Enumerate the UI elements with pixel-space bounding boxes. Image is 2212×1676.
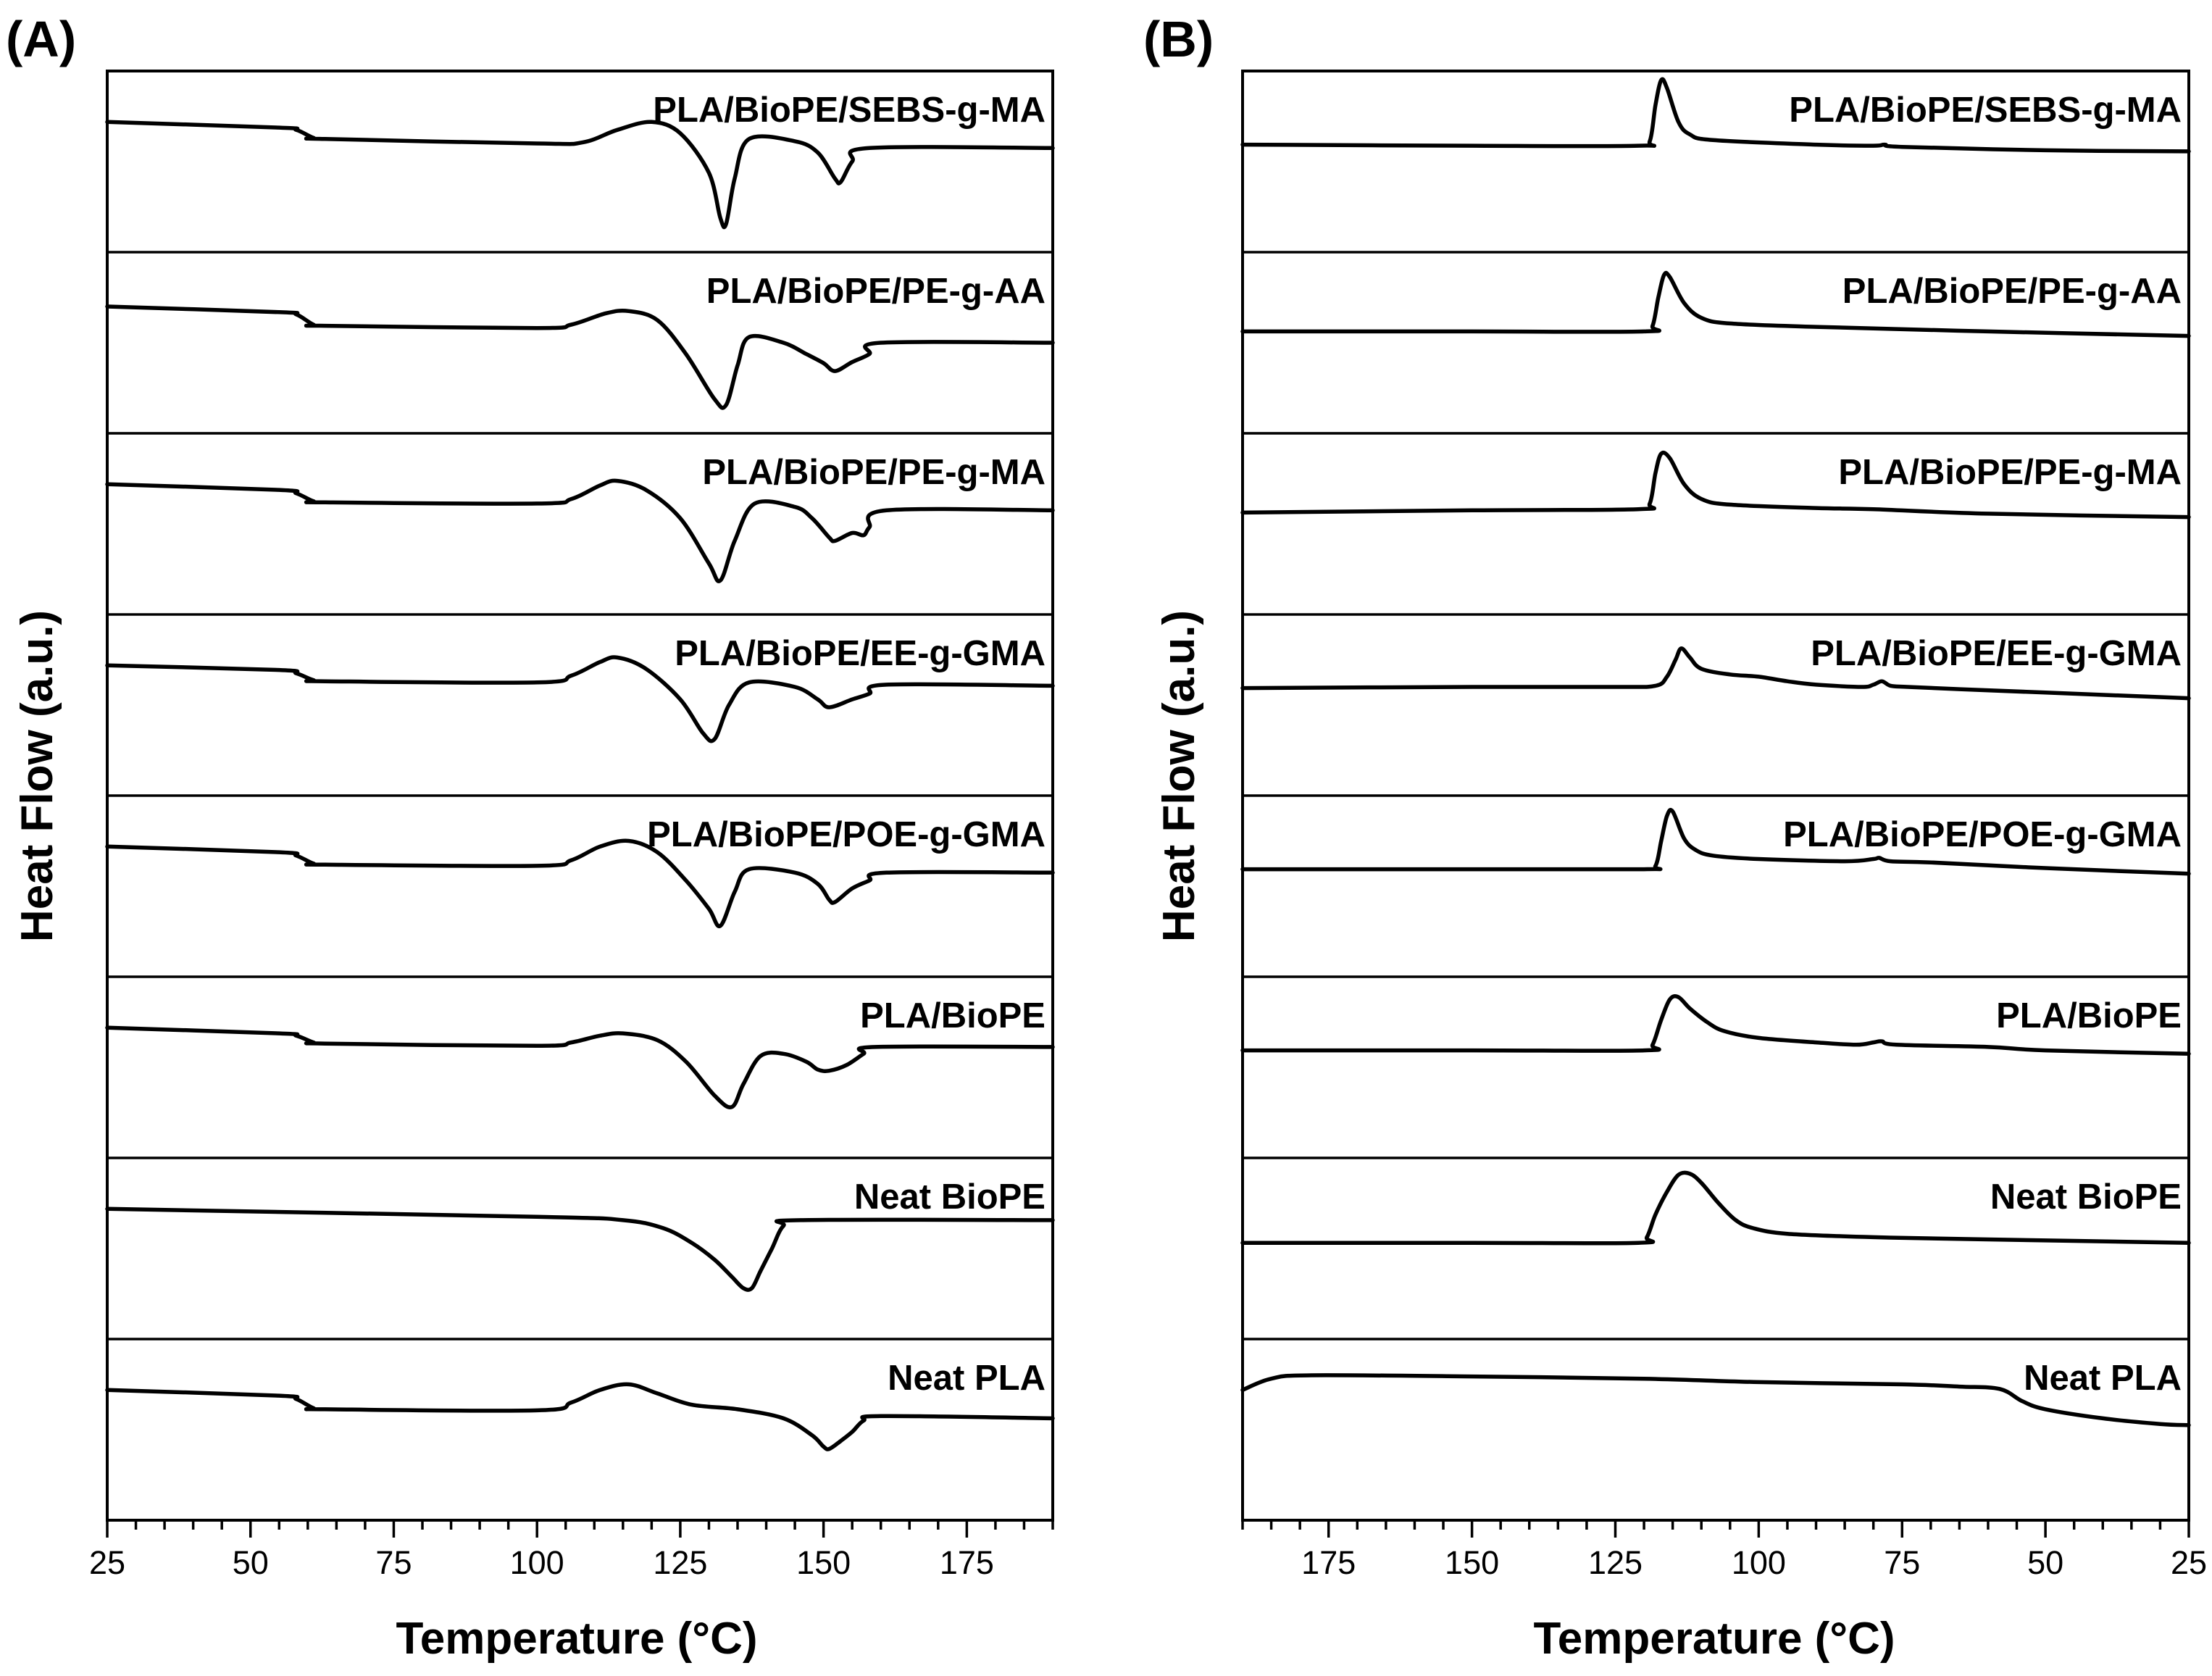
- panel-b-y-axis-title: Heat Flow (a.u.): [1154, 610, 1204, 942]
- panel-b-x-tick-label: 125: [1588, 1544, 1643, 1581]
- panel-a-dividers: [107, 251, 1053, 1341]
- panel-a-curve-pla-biope-pe-g-aa: [105, 304, 1055, 410]
- panel-a-frame: [106, 70, 1054, 1522]
- panel-b-tag: (B): [1143, 11, 1214, 67]
- panel-a-series-label: PLA/BioPE/PE-g-AA: [706, 272, 1046, 311]
- panel-b-series-label: Neat BioPE: [1990, 1177, 2182, 1217]
- panel-a-curve-pla-biope-ee-g-gma: [105, 655, 1055, 743]
- panel-b-x-tick-label: 175: [1301, 1544, 1356, 1581]
- panel-a-x-tick-label: 150: [796, 1544, 851, 1581]
- panel-b-curve-pla-biope-sebs-g-ma: [1240, 77, 2191, 154]
- panel-b-x-tick-label: 50: [2027, 1544, 2063, 1581]
- panel-a-curve-pla-biope-sebs-g-ma: [105, 120, 1055, 230]
- panel-b-cooling-curves: (B) Temperature (°C) Heat Flow (a.u.) 17…: [1143, 11, 2207, 1664]
- panel-a-x-ticks: 25 50 75 100 125 150 175: [89, 1520, 1054, 1581]
- panel-a-series-label: PLA/BioPE/PE-g-MA: [702, 453, 1046, 492]
- panel-a-curve-neat-pla: [105, 1382, 1055, 1451]
- panel-b-series-label: PLA/BioPE/PE-g-AA: [1842, 272, 2182, 311]
- panel-a-heating-curves: (A) Temperature (°C) Heat Flow (a.u.) 25…: [6, 11, 1055, 1664]
- panel-a-series-label: Neat PLA: [888, 1359, 1046, 1398]
- panel-a-series-label: Neat BioPE: [854, 1177, 1046, 1217]
- panel-b-dividers: [1243, 251, 2189, 1341]
- panel-a-curve-pla-biope-poe-g-gma: [105, 838, 1055, 928]
- panel-a-curves: [105, 120, 1055, 1451]
- panel-b-series-label: PLA/BioPE/SEBS-g-MA: [1789, 91, 2182, 130]
- panel-b-series-label: PLA/BioPE/EE-g-GMA: [1811, 634, 2182, 673]
- panel-a-tag: (A): [6, 11, 76, 67]
- panel-a-x-tick-label: 25: [89, 1544, 125, 1581]
- panel-b-curve-pla-biope-ee-g-gma: [1240, 646, 2191, 701]
- panel-a-series-label: PLA/BioPE/POE-g-GMA: [647, 815, 1046, 854]
- panel-a-series-label: PLA/BioPE: [860, 996, 1046, 1035]
- panel-b-x-ticks: 175 150 125 100 75 50 25: [1241, 1520, 2207, 1581]
- panel-a-y-axis-title: Heat Flow (a.u.): [12, 610, 62, 942]
- panel-b-series-label: Neat PLA: [2024, 1359, 2182, 1398]
- panel-b-curve-pla-biope: [1240, 994, 2191, 1056]
- panel-a-series-label: PLA/BioPE/EE-g-GMA: [675, 634, 1046, 673]
- panel-b-x-tick-label: 25: [2171, 1544, 2207, 1581]
- panel-a-x-tick-label: 125: [653, 1544, 707, 1581]
- panel-b-series-labels: PLA/BioPE/SEBS-g-MA PLA/BioPE/PE-g-AA PLA/…: [1783, 91, 2182, 1398]
- panel-a-curve-neat-biope: [105, 1206, 1055, 1292]
- panel-b-frame: [1241, 70, 2190, 1522]
- panel-b-curves: [1240, 77, 2191, 1427]
- panel-b-curve-pla-biope-pe-g-aa: [1240, 270, 2191, 338]
- panel-a-x-tick-label: 100: [510, 1544, 564, 1581]
- panel-b-x-tick-label: 75: [1884, 1544, 1920, 1581]
- panel-a-x-tick-label: 50: [233, 1544, 269, 1581]
- panel-b-series-label: PLA/BioPE: [1996, 996, 2182, 1035]
- panel-a-series-labels: PLA/BioPE/SEBS-g-MA PLA/BioPE/PE-g-AA PLA/…: [647, 91, 1046, 1398]
- panel-a-curve-pla-biope-pe-g-ma: [105, 478, 1055, 583]
- panel-a-curve-pla-biope: [105, 1025, 1055, 1109]
- panel-b-series-label: PLA/BioPE/PE-g-MA: [1838, 453, 2182, 492]
- panel-b-curve-pla-biope-poe-g-gma: [1240, 807, 2191, 876]
- panel-b-x-axis-title: Temperature (°C): [1533, 1614, 1895, 1664]
- panel-a-series-label: PLA/BioPE/SEBS-g-MA: [653, 91, 1046, 130]
- panel-a-x-axis-title: Temperature (°C): [396, 1614, 757, 1664]
- panel-b-curve-neat-biope: [1240, 1170, 2191, 1246]
- panel-b-x-tick-label: 100: [1732, 1544, 1786, 1581]
- panel-b-x-tick-label: 150: [1445, 1544, 1499, 1581]
- panel-a-x-tick-label: 75: [375, 1544, 412, 1581]
- panel-b-curve-neat-pla: [1240, 1373, 2191, 1427]
- panel-b-curve-pla-biope-pe-g-ma: [1240, 450, 2191, 520]
- panel-b-series-label: PLA/BioPE/POE-g-GMA: [1783, 815, 2182, 854]
- panel-a-x-tick-label: 175: [940, 1544, 994, 1581]
